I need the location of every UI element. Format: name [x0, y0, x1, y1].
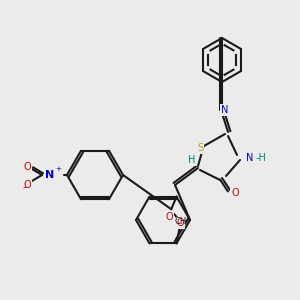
Text: S: S: [197, 143, 203, 153]
Text: N: N: [221, 105, 229, 115]
Text: -: -: [22, 182, 26, 192]
Text: H: H: [188, 155, 196, 165]
Text: N: N: [246, 153, 254, 163]
Text: CH₃: CH₃: [175, 217, 190, 226]
Text: O: O: [231, 188, 239, 198]
Text: O: O: [23, 180, 31, 190]
Text: O: O: [177, 218, 184, 228]
Text: N: N: [45, 170, 55, 180]
Text: +: +: [55, 166, 61, 172]
Text: O: O: [23, 162, 31, 172]
Text: O: O: [166, 212, 173, 222]
Text: -H: -H: [256, 153, 267, 163]
